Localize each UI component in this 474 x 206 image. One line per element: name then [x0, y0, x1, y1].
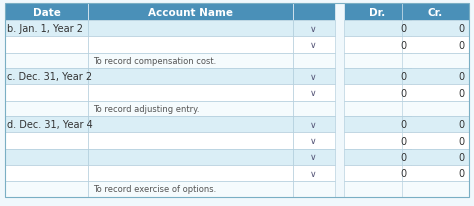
Text: 0: 0: [458, 88, 465, 98]
Bar: [5, 133, 88, 149]
Bar: [402, 133, 469, 149]
Text: ∨: ∨: [310, 89, 317, 98]
Bar: [293, 117, 335, 133]
Bar: [88, 54, 293, 69]
Bar: [344, 4, 411, 21]
Text: 0: 0: [401, 136, 406, 146]
Bar: [293, 133, 335, 149]
Bar: [293, 4, 335, 21]
Bar: [5, 37, 88, 54]
Bar: [402, 37, 469, 54]
Bar: [344, 37, 411, 54]
Bar: [5, 54, 88, 69]
Text: 0: 0: [401, 88, 406, 98]
Bar: [5, 21, 88, 37]
Text: 0: 0: [458, 152, 465, 162]
Text: ∨: ∨: [310, 169, 317, 178]
Bar: [5, 117, 88, 133]
Bar: [402, 21, 469, 37]
Bar: [402, 101, 469, 117]
Bar: [5, 4, 88, 21]
Bar: [88, 4, 293, 21]
Bar: [88, 165, 293, 181]
Bar: [5, 85, 88, 101]
Bar: [402, 4, 469, 21]
Text: d. Dec. 31, Year 4: d. Dec. 31, Year 4: [7, 120, 93, 130]
Bar: [88, 37, 293, 54]
Text: ∨: ∨: [310, 41, 317, 50]
Text: ∨: ∨: [310, 136, 317, 145]
Bar: [88, 101, 293, 117]
Bar: [293, 21, 335, 37]
Text: c. Dec. 31, Year 2: c. Dec. 31, Year 2: [7, 72, 92, 82]
Text: 0: 0: [401, 24, 406, 34]
Text: 0: 0: [458, 168, 465, 178]
Bar: [88, 69, 293, 85]
Bar: [88, 21, 293, 37]
Text: ∨: ∨: [310, 153, 317, 162]
Bar: [5, 165, 88, 181]
Bar: [88, 133, 293, 149]
Bar: [293, 85, 335, 101]
Bar: [88, 117, 293, 133]
Bar: [344, 21, 411, 37]
Bar: [5, 181, 88, 197]
Text: ∨: ∨: [310, 25, 317, 34]
Bar: [344, 117, 411, 133]
Bar: [5, 101, 88, 117]
Bar: [402, 85, 469, 101]
Bar: [402, 181, 469, 197]
Bar: [402, 149, 469, 165]
Bar: [402, 69, 469, 85]
Text: b. Jan. 1, Year 2: b. Jan. 1, Year 2: [7, 24, 83, 34]
Text: Date: Date: [33, 8, 61, 18]
Text: Dr.: Dr.: [369, 8, 386, 18]
Bar: [344, 165, 411, 181]
Text: 0: 0: [458, 136, 465, 146]
Bar: [402, 117, 469, 133]
Bar: [344, 101, 411, 117]
Bar: [5, 69, 88, 85]
Bar: [293, 54, 335, 69]
Bar: [293, 149, 335, 165]
Text: To record exercise of options.: To record exercise of options.: [93, 185, 216, 193]
Text: ∨: ∨: [310, 73, 317, 81]
Text: ∨: ∨: [310, 120, 317, 129]
Bar: [293, 101, 335, 117]
Bar: [293, 181, 335, 197]
Text: 0: 0: [401, 72, 406, 82]
Text: To record compensation cost.: To record compensation cost.: [93, 57, 216, 66]
Bar: [5, 149, 88, 165]
Bar: [344, 149, 411, 165]
Text: 0: 0: [458, 120, 465, 130]
Text: 0: 0: [401, 152, 406, 162]
Bar: [344, 69, 411, 85]
Text: 0: 0: [458, 40, 465, 50]
Bar: [344, 54, 411, 69]
Text: 0: 0: [401, 120, 406, 130]
Bar: [293, 69, 335, 85]
Bar: [293, 165, 335, 181]
Bar: [88, 181, 293, 197]
Bar: [88, 85, 293, 101]
Text: 0: 0: [401, 40, 406, 50]
Bar: [293, 37, 335, 54]
Text: Account Name: Account Name: [148, 8, 233, 18]
Bar: [344, 181, 411, 197]
Bar: [344, 85, 411, 101]
Bar: [402, 54, 469, 69]
Bar: [344, 133, 411, 149]
Text: 0: 0: [458, 24, 465, 34]
Text: 0: 0: [401, 168, 406, 178]
Bar: [88, 149, 293, 165]
Text: Cr.: Cr.: [428, 8, 443, 18]
Text: 0: 0: [458, 72, 465, 82]
Bar: [402, 165, 469, 181]
Text: To record adjusting entry.: To record adjusting entry.: [93, 104, 200, 113]
